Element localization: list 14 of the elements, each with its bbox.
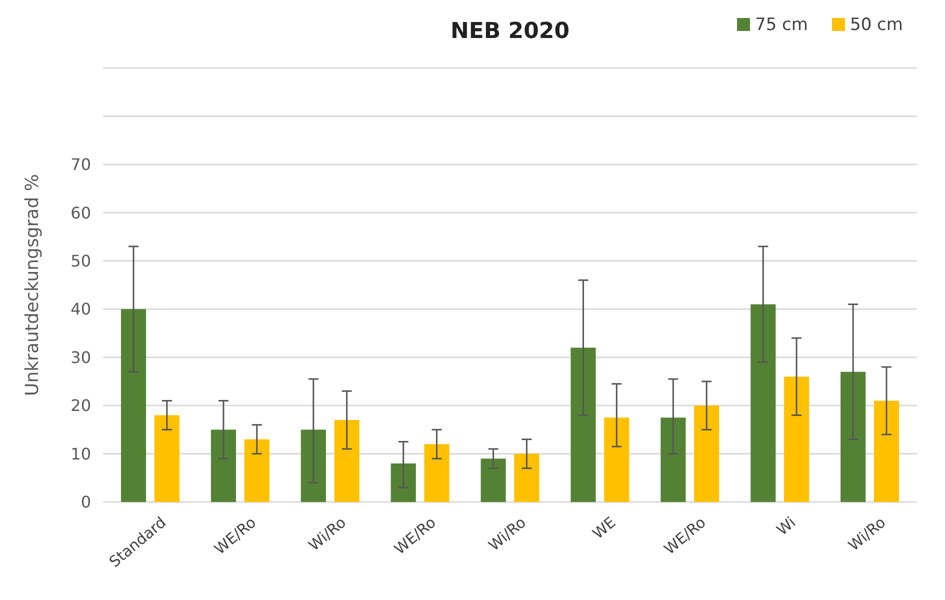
- y-tick-label: 50: [70, 251, 91, 270]
- x-tick-label: WE: [589, 513, 620, 543]
- x-tick-label: Wi: [773, 513, 800, 540]
- y-tick-label: 10: [70, 444, 91, 464]
- y-tick-label: 20: [70, 396, 91, 416]
- y-axis-title: Unkrautdeckungsgrad %: [22, 174, 43, 396]
- y-tick-label: 60: [70, 203, 91, 222]
- y-tick-label: 40: [70, 300, 91, 319]
- y-tick-label: 30: [70, 348, 91, 367]
- chart-title: NEB 2020: [450, 19, 570, 44]
- legend-label: 50 cm: [850, 15, 903, 35]
- legend-label: 75 cm: [755, 15, 808, 35]
- y-tick-label: 0: [80, 492, 91, 512]
- y-tick-label: 70: [70, 155, 91, 174]
